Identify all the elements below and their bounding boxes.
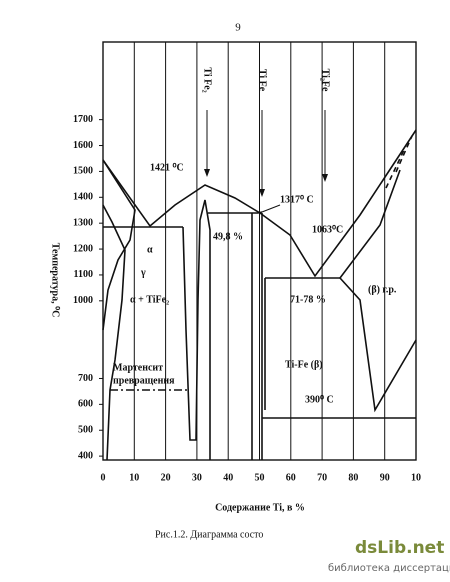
annotation: γ [140, 267, 146, 278]
annotation: Ti-Fe (β) [285, 359, 323, 370]
y-axis-label: Температура, ⁰С [50, 243, 61, 318]
phase-boundary [102, 204, 126, 461]
caption: Рис.1.2. Диаграмма состо [155, 529, 263, 540]
watermark-tagline: библиотека диссертаций [328, 563, 450, 574]
arrow-head [322, 174, 328, 182]
compound-label: Ti Fe [257, 69, 268, 92]
x-tick-label: 70 [317, 472, 327, 483]
annotation: превращения [113, 375, 175, 386]
y-tick-label: 500 [78, 425, 93, 436]
annotation: α [147, 244, 153, 255]
x-tick-label: 40 [223, 472, 233, 483]
x-tick-label: 80 [348, 472, 358, 483]
y-tick-label: 1500 [73, 166, 93, 177]
arrow-head [204, 169, 210, 177]
x-tick-label: 0 [101, 472, 106, 483]
dashed-boundary [395, 135, 413, 173]
x-tick-label: 90 [380, 472, 390, 483]
y-tick-label: 400 [78, 450, 93, 461]
leader [261, 204, 281, 213]
annotation: 49,8 % [213, 231, 243, 242]
x-tick-label: 50 [255, 472, 265, 483]
annotation: 71-78 % [290, 294, 326, 305]
x-tick-label: 30 [192, 472, 202, 483]
y-tick-label: 1000 [73, 295, 93, 306]
y-tick-label: 1400 [73, 192, 93, 203]
annotation: Мартенсит [113, 362, 163, 373]
phase-boundary [208, 211, 263, 214]
y-tick-label: 700 [78, 373, 93, 384]
phase-boundary [339, 169, 401, 279]
arrow-head [259, 189, 265, 197]
y-tick-label: 1200 [73, 243, 93, 254]
x-tick-label: 10 [411, 472, 421, 483]
phase-boundary [102, 159, 136, 331]
annotation: α + TiFe₂ [130, 294, 169, 305]
watermark-logo: dsLib.net [355, 538, 444, 558]
y-tick-label: 1100 [74, 269, 93, 280]
y-tick-label: 1700 [73, 114, 93, 125]
compound-label: Ti₂Fe [320, 69, 331, 92]
x-tick-label: 10 [129, 472, 139, 483]
phase-boundary [102, 129, 417, 278]
x-tick-label: 60 [286, 472, 296, 483]
annotation: 1421 ⁰C [150, 162, 184, 173]
x-tick-label: 20 [161, 472, 171, 483]
y-tick-label: 1600 [73, 140, 93, 151]
annotation: (β) г.р. [368, 284, 397, 295]
annotation: 390⁰ C [305, 394, 334, 405]
phase-diagram [102, 110, 417, 461]
page-number: 9 [235, 22, 241, 34]
phase-boundary [339, 277, 417, 413]
dashed-boundary [385, 149, 405, 189]
annotation: 1317⁰ C [280, 194, 314, 205]
y-tick-label: 1300 [73, 217, 93, 228]
compound-label: Ti Fe₂ [202, 67, 213, 92]
annotation: 1063⁰C [312, 224, 343, 235]
x-axis-label: Содержание Ti, в % [215, 502, 305, 513]
y-tick-label: 600 [78, 399, 93, 410]
phase-boundary [182, 199, 211, 460]
